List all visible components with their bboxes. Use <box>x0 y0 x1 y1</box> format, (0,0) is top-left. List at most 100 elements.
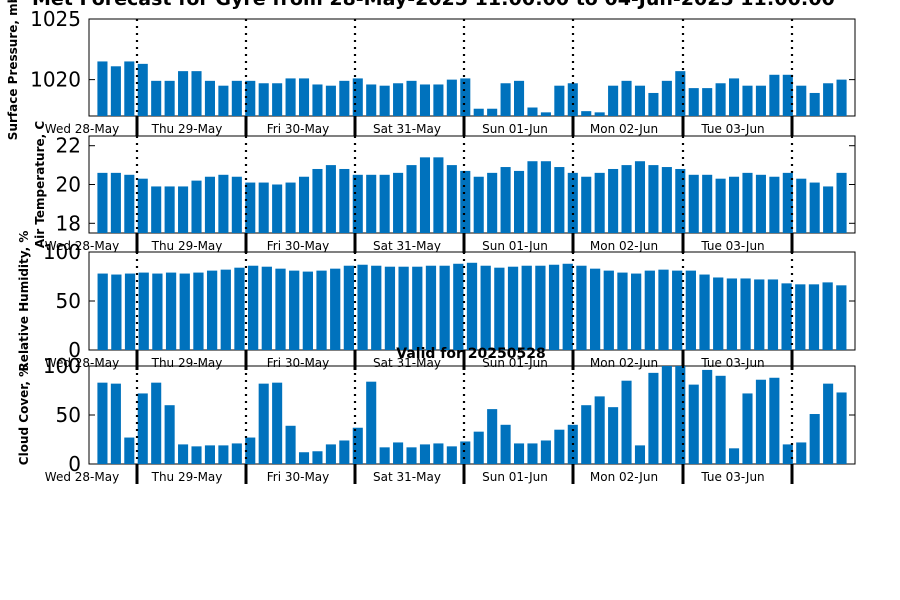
bar <box>275 268 286 350</box>
bar <box>433 157 444 233</box>
bar <box>782 172 793 233</box>
bar <box>702 174 713 233</box>
bar <box>366 84 377 116</box>
bar <box>285 425 296 464</box>
bar <box>688 174 699 233</box>
bar <box>554 429 565 464</box>
bar <box>137 393 148 464</box>
bar <box>500 83 511 116</box>
bar <box>191 71 202 116</box>
bar <box>487 108 498 116</box>
bar <box>808 284 820 350</box>
bar <box>702 88 713 116</box>
bar <box>384 266 396 350</box>
bar <box>769 74 780 116</box>
bar <box>330 268 341 350</box>
bar <box>124 273 136 350</box>
bar <box>298 78 310 116</box>
bar <box>258 383 269 464</box>
bar <box>357 264 368 350</box>
y-tick-label: 0 <box>68 338 81 362</box>
bar <box>433 84 444 116</box>
bar <box>781 283 792 350</box>
bar <box>366 381 377 464</box>
bar <box>218 174 229 233</box>
bar <box>540 112 551 116</box>
bar <box>540 161 551 233</box>
bar <box>548 264 560 350</box>
bar <box>702 369 713 464</box>
bar <box>836 285 847 350</box>
bar <box>285 78 296 116</box>
bar <box>298 452 310 464</box>
bar <box>325 444 336 464</box>
bar <box>567 83 578 116</box>
bar <box>487 409 498 464</box>
bar <box>164 405 175 464</box>
bar <box>220 269 231 350</box>
bar <box>514 170 525 233</box>
plot-frame <box>88 18 856 117</box>
bar <box>648 372 659 464</box>
bar <box>713 277 724 350</box>
y-tick-label: 100 <box>43 354 81 378</box>
plot-frame <box>88 135 856 234</box>
x-tick-label: Mon 02-Jun <box>590 356 658 370</box>
bar <box>178 444 189 464</box>
bar <box>621 165 632 233</box>
plot-frame <box>88 365 856 465</box>
y-tick-label: 0 <box>68 452 81 476</box>
bar <box>110 66 121 116</box>
bar <box>487 172 498 233</box>
bar <box>634 445 646 464</box>
bar <box>823 186 834 233</box>
x-tick-label: Thu 29-May <box>151 122 223 136</box>
bar <box>193 272 204 350</box>
bar <box>796 85 807 116</box>
bar <box>352 427 363 464</box>
bar <box>419 157 431 233</box>
bar <box>151 382 162 464</box>
x-tick-label: Sat 31-May <box>373 470 441 484</box>
bar <box>836 172 847 233</box>
bar <box>608 168 619 233</box>
bar <box>425 265 437 350</box>
panel-4: 0 50 100 Cloud Cover, % Wed 28-May Thu 29-May… <box>17 354 856 484</box>
bar <box>836 392 847 464</box>
bar <box>675 366 686 464</box>
bar <box>352 78 363 116</box>
bar <box>621 80 632 116</box>
bar <box>325 165 336 233</box>
bar <box>729 78 740 116</box>
x-tick-label: Wed 28-May <box>45 239 119 253</box>
bar <box>460 78 471 116</box>
y-axis-label: Surface Pressure, mb <box>6 0 20 140</box>
bar <box>527 161 538 233</box>
bar <box>124 174 135 233</box>
bar <box>581 405 592 464</box>
bar <box>715 375 726 464</box>
bar <box>339 440 350 464</box>
bar <box>648 92 659 116</box>
bar <box>782 444 793 464</box>
bar <box>289 270 300 350</box>
bar <box>302 271 313 350</box>
bar <box>151 80 162 116</box>
y-tick-label: 22 <box>56 134 81 158</box>
bar <box>742 172 753 233</box>
bar <box>151 186 162 233</box>
bar <box>631 273 642 350</box>
bar <box>137 63 148 116</box>
x-tick-label: Wed 28-May <box>45 122 119 136</box>
bar <box>393 172 404 233</box>
bar <box>312 168 323 233</box>
y-tick-label: 20 <box>56 173 81 197</box>
bar <box>521 265 532 350</box>
bar <box>439 265 450 350</box>
bar <box>393 442 404 464</box>
bar <box>658 269 669 350</box>
bar <box>715 178 726 233</box>
bar <box>312 84 323 116</box>
bar <box>740 278 751 350</box>
bar <box>594 172 605 233</box>
